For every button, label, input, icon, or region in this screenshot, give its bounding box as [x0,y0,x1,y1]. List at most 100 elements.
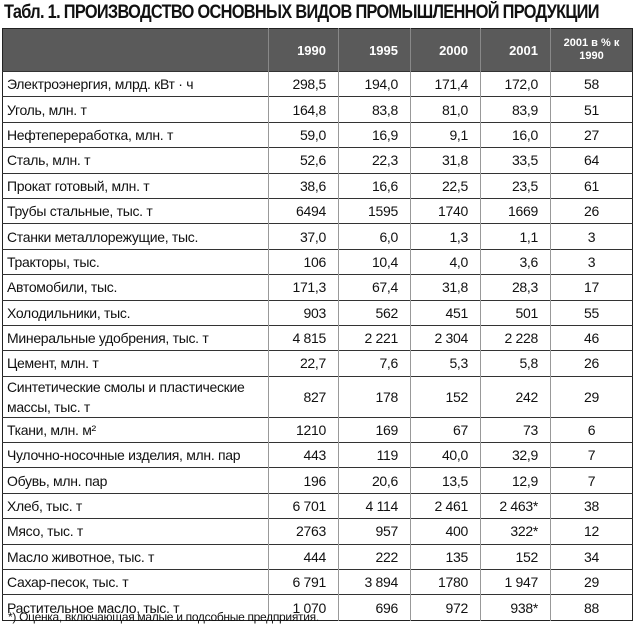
table-row: Обувь, млн. пар 196 20,6 13,5 12,9 7 [2,467,633,494]
row-label: Цемент, млн. т [2,350,269,377]
title: Табл. 1. ПРОИЗВОДСТВО ОСНОВНЫХ ВИДОВ ПРО… [4,2,599,23]
cell: 322* [480,518,551,545]
column-header: 2001 в % к 1990 [550,28,633,72]
cell: 6 701 [268,492,339,519]
cell: 12,9 [480,467,551,494]
cell: 2 221 [338,324,411,351]
cell: 5,3 [410,350,481,377]
cell: 32,9 [480,442,551,468]
cell: 1669 [480,197,551,224]
cell: 29 [550,375,633,418]
cell: 451 [410,299,481,326]
cell: 88 [550,594,633,621]
cell: 1,3 [410,223,481,250]
cell: 58 [550,70,633,97]
cell: 696 [338,594,411,621]
table-body: Электроэнергия, млрд. кВт · ч 298,5 194,0 1… [2,70,633,621]
cell: 119 [338,442,411,468]
cell: 40,0 [410,442,481,468]
cell: 3,6 [480,248,551,275]
cell: 1 947 [480,569,551,595]
cell: 51 [550,96,633,123]
cell: 1 070 [268,594,339,621]
cell: 83,8 [338,96,411,123]
header-row: 1990 1995 2000 2001 2001 в % к 1990 [2,28,633,72]
row-label: Нефтепереработка, млн. т [2,121,269,148]
row-label: Растительное масло, тыс. т [2,594,269,621]
cell: 444 [268,543,339,570]
row-label: Сталь, млн. т [2,147,269,174]
cell: 83,9 [480,96,551,123]
cell: 13,5 [410,467,481,494]
row-label: Прокат готовый, млн. т [2,172,269,199]
row-label: Автомобили, тыс. [2,274,269,301]
cell: 26 [550,350,633,377]
cell: 957 [338,518,411,545]
cell: 2 304 [410,324,481,351]
cell: 3 [550,248,633,275]
cell: 52,6 [268,147,339,174]
table-row: Электроэнергия, млрд. кВт · ч 298,5 194,0 1… [2,70,633,97]
row-label: Холодильники, тыс. [2,299,269,326]
cell: 7,6 [338,350,411,377]
table-row: Нефтепереработка, млн. т 59,0 16,9 9,1 16,0 2… [2,121,633,148]
cell: 38,6 [268,172,339,199]
table-row: Масло животное, тыс. т 444 222 135 152 34 [2,543,633,570]
cell: 3 894 [338,569,411,595]
table-row: Станки металлорежущие, тыс. 37,0 6,0 1,3 1,1… [2,223,633,250]
cell: 2 461 [410,492,481,519]
cell: 26 [550,197,633,224]
cell: 6 791 [268,569,339,595]
cell: 2 228 [480,324,551,351]
cell: 16,0 [480,121,551,148]
table-row: Тракторы, тыс. 106 10,4 4,0 3,6 3 [2,248,633,275]
cell: 4 114 [338,492,411,519]
table-row: Ткани, млн. м² 1210 169 67 73 6 [2,416,633,443]
cell: 827 [268,375,339,418]
table-row: Прокат готовый, млн. т 38,6 16,6 22,5 23,5 61 [2,172,633,199]
cell: 562 [338,299,411,326]
cell: 6 [550,416,633,443]
row-label: Трубы стальные, тыс. т [2,197,269,224]
row-label: Масло животное, тыс. т [2,543,269,570]
row-label: Станки металлорежущие, тыс. [2,223,269,250]
cell: 20,6 [338,467,411,494]
cell: 61 [550,172,633,199]
column-header: 1995 [338,28,411,72]
table-row: Мясо, тыс. т 2763 957 400 322* 12 [2,518,633,545]
cell: 9,1 [410,121,481,148]
row-label: Обувь, млн. пар [2,467,269,494]
cell: 31,8 [410,147,481,174]
table-row: Цемент, млн. т 22,7 7,6 5,3 5,8 26 [2,350,633,377]
cell: 194,0 [338,70,411,97]
cell: 972 [410,594,481,621]
cell: 31,8 [410,274,481,301]
row-label: Синтетические смолы и пластические массы… [2,375,269,418]
table-row: Синтетические смолы и пластические массы… [2,375,633,418]
cell: 4,0 [410,248,481,275]
cell: 1740 [410,197,481,224]
table-row: Уголь, млн. т 164,8 83,8 81,0 83,9 51 [2,96,633,123]
cell: 37,0 [268,223,339,250]
cell: 172,0 [480,70,551,97]
cell: 1780 [410,569,481,595]
cell: 59,0 [268,121,339,148]
header-blank [2,28,269,72]
cell: 164,8 [268,96,339,123]
cell: 400 [410,518,481,545]
cell: 501 [480,299,551,326]
table-row: Автомобили, тыс. 171,3 67,4 31,8 28,3 17 [2,274,633,301]
cell: 16,9 [338,121,411,148]
cell: 29 [550,569,633,595]
cell: 242 [480,375,551,418]
cell: 67 [410,416,481,443]
cell: 171,3 [268,274,339,301]
cell: 938* [480,594,551,621]
cell: 1595 [338,197,411,224]
table-row: Сталь, млн. т 52,6 22,3 31,8 33,5 64 [2,147,633,174]
cell: 16,6 [338,172,411,199]
cell: 196 [268,467,339,494]
